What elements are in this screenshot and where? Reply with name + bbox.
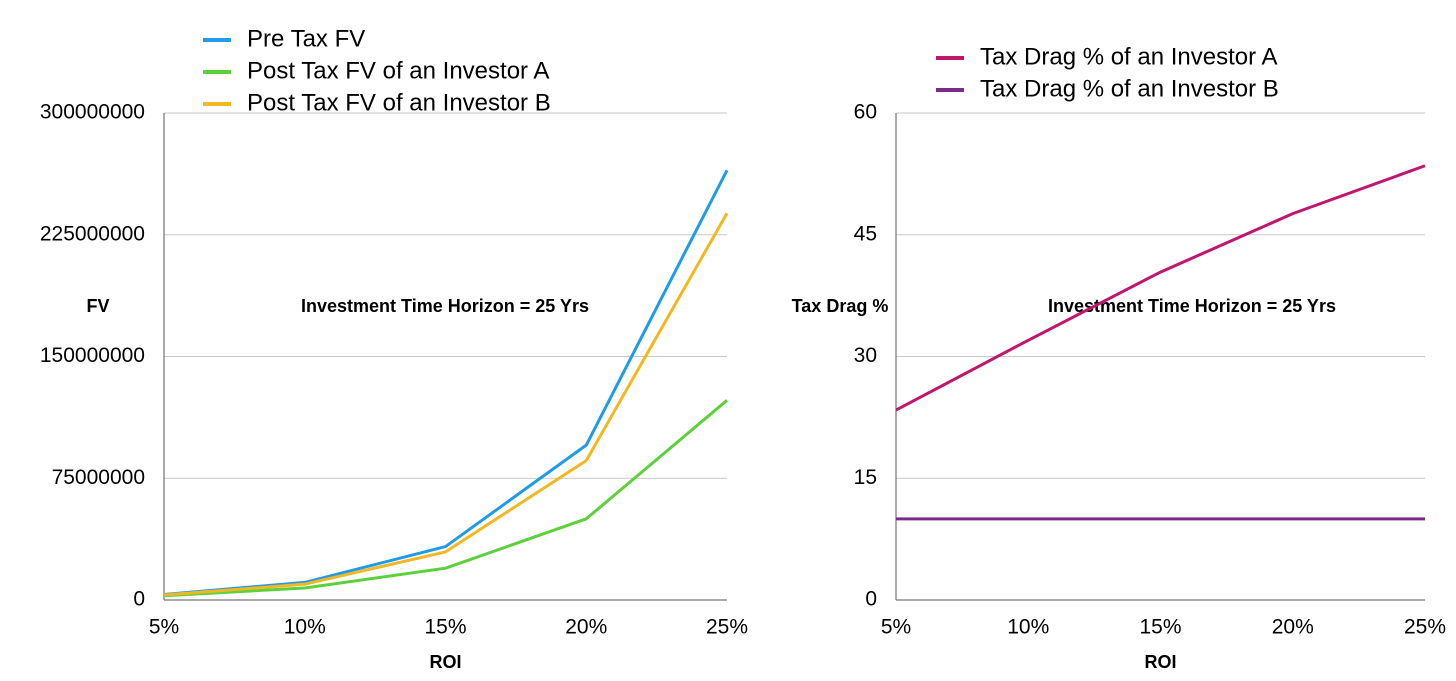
y-axis-label: FV xyxy=(86,296,109,316)
y-tick-label: 150000000 xyxy=(40,344,145,367)
legend-label: Tax Drag % of an Investor B xyxy=(980,75,1279,102)
x-tick-label: 10% xyxy=(1007,616,1049,639)
y-tick-label: 30 xyxy=(854,344,877,367)
legend-label: Tax Drag % of an Investor A xyxy=(980,43,1277,70)
x-tick-label: 25% xyxy=(1404,616,1446,639)
legend-label: Post Tax FV of an Investor A xyxy=(247,57,549,84)
series-line xyxy=(163,399,728,598)
legend-label: Post Tax FV of an Investor B xyxy=(247,89,551,116)
y-tick-label: 0 xyxy=(865,588,877,611)
y-tick-label: 225000000 xyxy=(40,222,145,245)
series-line xyxy=(895,164,1426,412)
y-tick-label: 75000000 xyxy=(52,466,145,489)
x-tick-label: 5% xyxy=(881,616,911,639)
x-axis-label: ROI xyxy=(429,652,461,672)
y-tick-label: 15 xyxy=(854,466,877,489)
x-tick-label: 15% xyxy=(1139,616,1181,639)
x-tick-label: 15% xyxy=(424,616,466,639)
x-tick-label: 10% xyxy=(284,616,326,639)
legend-label: Pre Tax FV xyxy=(247,25,365,52)
y-tick-label: 60 xyxy=(854,101,877,124)
annotation: Investment Time Horizon = 25 Yrs xyxy=(301,296,589,316)
x-tick-label: 20% xyxy=(1272,616,1314,639)
x-axis-label: ROI xyxy=(1144,652,1176,672)
x-tick-label: 20% xyxy=(565,616,607,639)
y-tick-label: 45 xyxy=(854,222,877,245)
x-tick-label: 25% xyxy=(706,616,748,639)
y-tick-label: 300000000 xyxy=(40,101,145,124)
y-tick-label: 0 xyxy=(133,588,145,611)
series-line xyxy=(163,169,729,596)
series-line xyxy=(163,212,729,597)
y-axis-label: Tax Drag % xyxy=(792,296,889,316)
x-tick-label: 5% xyxy=(149,616,179,639)
annotation: Investment Time Horizon = 25 Yrs xyxy=(1048,296,1336,316)
